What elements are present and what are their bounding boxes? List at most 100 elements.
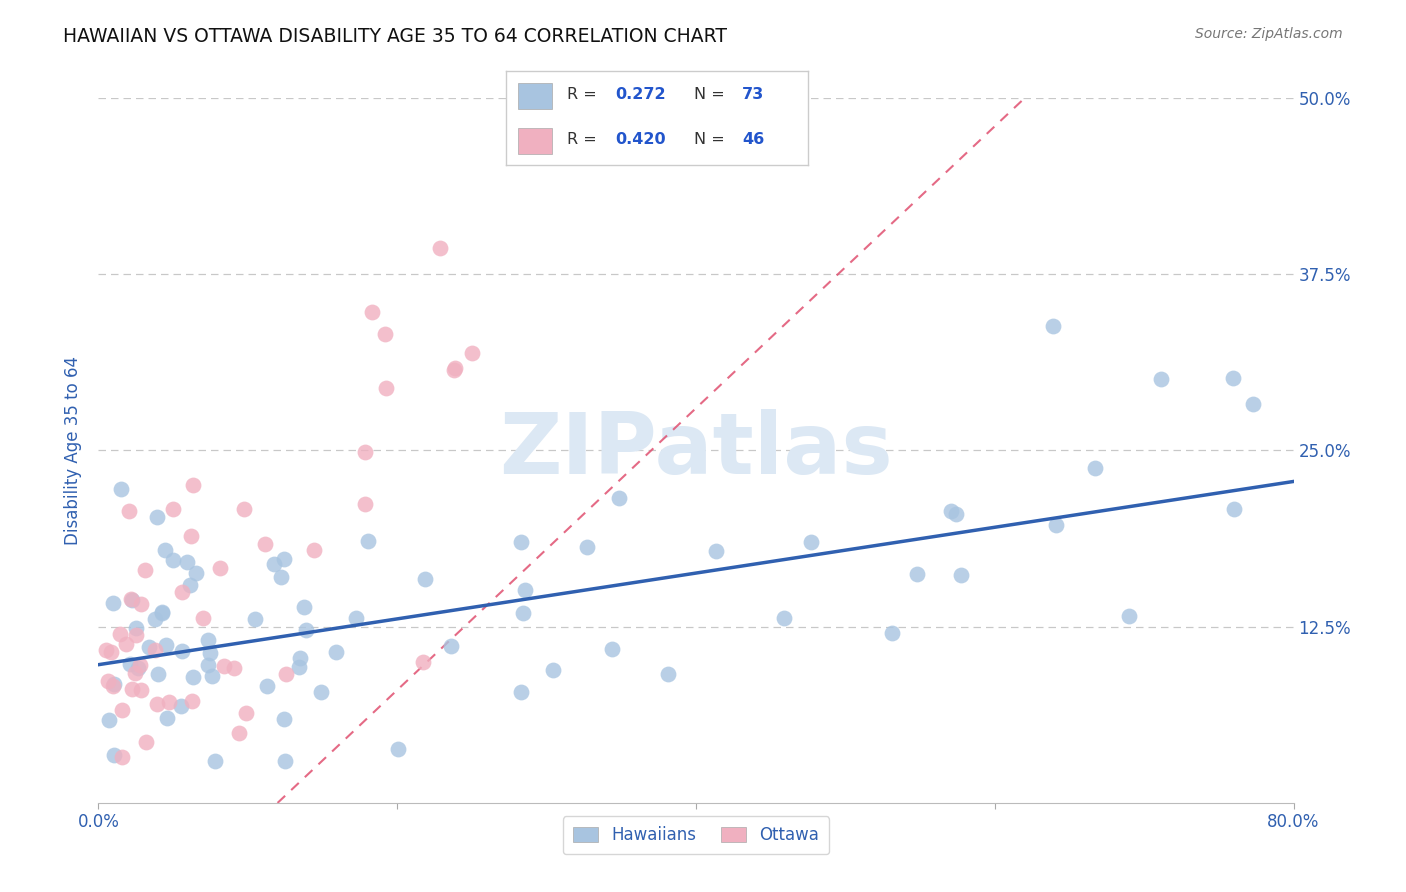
Point bbox=[118, 504, 141, 518]
Point bbox=[191, 611, 214, 625]
Point bbox=[96, 643, 118, 657]
Point bbox=[880, 625, 903, 640]
Point bbox=[1118, 609, 1140, 624]
Text: ZIPatlas: ZIPatlas bbox=[499, 409, 893, 492]
Point bbox=[127, 660, 149, 674]
Point bbox=[1045, 518, 1067, 533]
Point bbox=[270, 569, 292, 583]
Point bbox=[440, 639, 463, 653]
Point bbox=[143, 643, 166, 657]
Y-axis label: Disability Age 35 to 64: Disability Age 35 to 64 bbox=[65, 356, 83, 545]
Text: N =: N = bbox=[693, 87, 730, 103]
Point bbox=[172, 585, 194, 599]
Point bbox=[302, 542, 325, 557]
Point bbox=[443, 363, 465, 377]
Point bbox=[461, 345, 484, 359]
Point bbox=[97, 673, 120, 688]
Point bbox=[179, 578, 201, 592]
Point bbox=[180, 529, 202, 543]
Point bbox=[235, 706, 257, 720]
Point bbox=[905, 566, 928, 581]
Point bbox=[212, 659, 235, 673]
Point bbox=[1222, 371, 1244, 385]
Point bbox=[373, 326, 395, 341]
Point bbox=[150, 607, 173, 621]
Point bbox=[222, 661, 245, 675]
Point bbox=[103, 677, 125, 691]
Point bbox=[108, 627, 131, 641]
Point bbox=[1084, 461, 1107, 475]
Point bbox=[200, 646, 222, 660]
Point bbox=[134, 563, 156, 577]
Point bbox=[600, 641, 623, 656]
Text: N =: N = bbox=[693, 132, 730, 147]
Point bbox=[263, 557, 285, 571]
Point bbox=[360, 304, 382, 318]
Point bbox=[121, 593, 143, 607]
Point bbox=[145, 510, 167, 524]
Point bbox=[1042, 318, 1064, 333]
Point bbox=[657, 667, 679, 681]
Point bbox=[295, 623, 318, 637]
Point bbox=[97, 713, 120, 727]
Point bbox=[148, 666, 170, 681]
Point bbox=[184, 566, 207, 580]
Point bbox=[157, 695, 180, 709]
Point bbox=[387, 741, 409, 756]
Text: 46: 46 bbox=[742, 132, 765, 147]
Point bbox=[153, 543, 176, 558]
Point bbox=[170, 699, 193, 714]
Point bbox=[607, 491, 630, 505]
Point bbox=[146, 698, 169, 712]
Text: R =: R = bbox=[567, 132, 602, 147]
Point bbox=[512, 606, 534, 620]
Point bbox=[103, 596, 125, 610]
Point bbox=[429, 241, 451, 255]
Legend: Hawaiians, Ottawa: Hawaiians, Ottawa bbox=[562, 816, 830, 855]
Point bbox=[543, 663, 565, 677]
Point bbox=[124, 666, 146, 681]
Point bbox=[101, 679, 124, 693]
Point bbox=[290, 651, 312, 665]
Point bbox=[513, 582, 536, 597]
Point bbox=[1150, 372, 1173, 386]
Point bbox=[150, 605, 173, 619]
Point bbox=[510, 534, 533, 549]
Point bbox=[162, 553, 184, 567]
Point bbox=[121, 682, 143, 697]
Point bbox=[309, 685, 332, 699]
Point bbox=[138, 640, 160, 655]
Point bbox=[276, 666, 298, 681]
Point bbox=[444, 361, 467, 376]
Point bbox=[1241, 397, 1264, 411]
Point bbox=[204, 754, 226, 768]
Point bbox=[170, 643, 193, 657]
Point bbox=[110, 483, 132, 497]
Point bbox=[197, 632, 219, 647]
Point bbox=[100, 644, 122, 658]
Point bbox=[120, 591, 142, 606]
Point bbox=[704, 544, 727, 558]
Text: HAWAIIAN VS OTTAWA DISABILITY AGE 35 TO 64 CORRELATION CHART: HAWAIIAN VS OTTAWA DISABILITY AGE 35 TO … bbox=[63, 27, 727, 45]
Point bbox=[201, 669, 224, 683]
Point bbox=[357, 534, 380, 549]
FancyBboxPatch shape bbox=[519, 83, 551, 109]
Point bbox=[288, 660, 311, 674]
Point bbox=[256, 679, 278, 693]
Point bbox=[945, 508, 967, 522]
Point bbox=[273, 754, 295, 768]
Point bbox=[135, 734, 157, 748]
Point bbox=[197, 658, 219, 673]
Text: Source: ZipAtlas.com: Source: ZipAtlas.com bbox=[1195, 27, 1343, 41]
Point bbox=[143, 612, 166, 626]
Point bbox=[155, 638, 177, 652]
Point bbox=[253, 537, 276, 551]
Point bbox=[800, 535, 823, 549]
Point bbox=[129, 657, 152, 672]
Point bbox=[209, 560, 232, 574]
Point bbox=[509, 685, 531, 699]
Point bbox=[156, 711, 179, 725]
Point bbox=[103, 748, 125, 763]
Point bbox=[353, 445, 375, 459]
Point bbox=[939, 504, 962, 518]
